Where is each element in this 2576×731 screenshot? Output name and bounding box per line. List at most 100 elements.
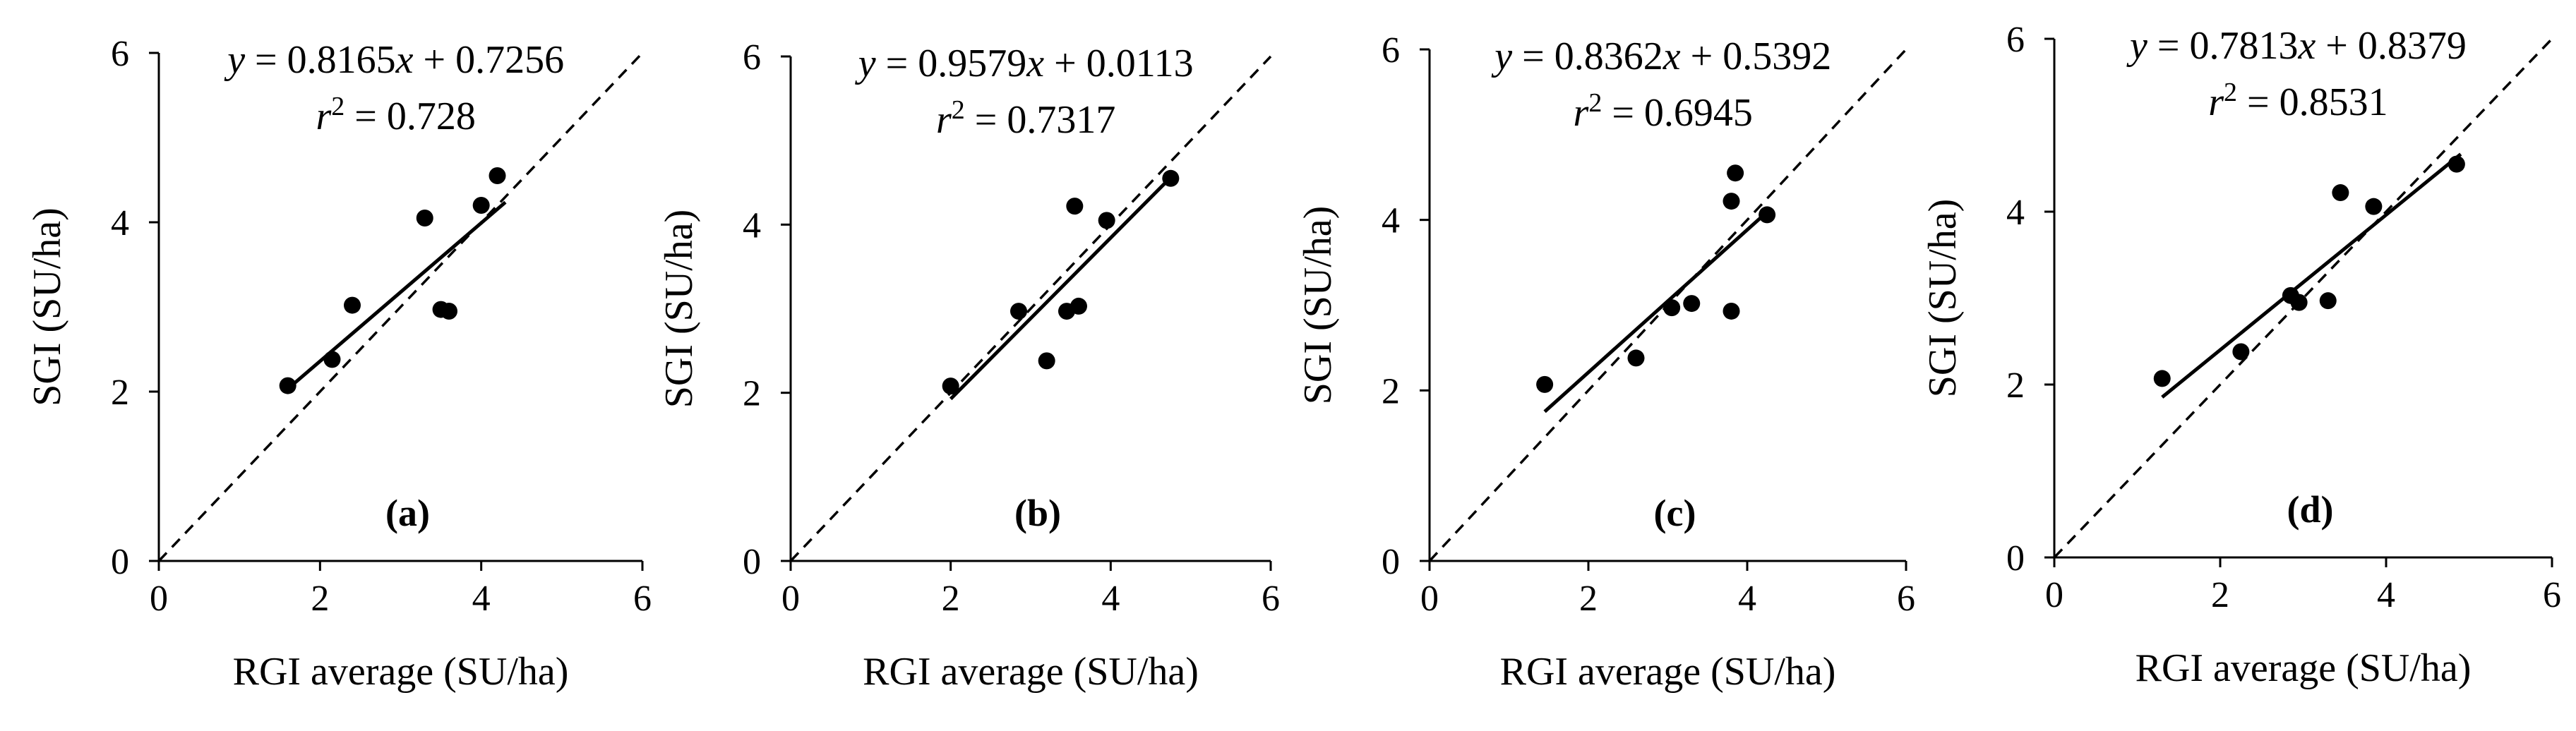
data-point bbox=[441, 303, 457, 320]
x-axis-title: RGI average (SU/ha) bbox=[233, 650, 569, 694]
chart-panel-c: 0 2 4 6 0 2 4 6 RGI average (SU/ha) SGI (SU/ha) y … bbox=[1296, 30, 1915, 694]
x-tick-label: 2 bbox=[311, 579, 329, 619]
x-tick-label: 6 bbox=[2543, 575, 2561, 615]
r-superscript: 2 bbox=[2224, 78, 2237, 107]
data-point bbox=[489, 167, 506, 184]
equation-coef: 0.8165 bbox=[287, 38, 396, 82]
identity-line bbox=[2053, 37, 2553, 559]
y-tick-label: 0 bbox=[1382, 542, 1400, 582]
y-tick-label: 4 bbox=[2006, 193, 2025, 233]
r-squared: r2 = 0.8531 bbox=[2208, 78, 2388, 124]
data-point bbox=[2332, 184, 2349, 202]
equation-var: x bbox=[2297, 24, 2316, 68]
equation-lhs: y bbox=[2126, 24, 2147, 68]
y-tick-label: 4 bbox=[1382, 201, 1400, 241]
equation-lhs: y bbox=[855, 42, 876, 85]
equation-intercept: 0.8379 bbox=[2358, 24, 2467, 68]
x-tick-label: 0 bbox=[781, 579, 800, 619]
data-point bbox=[1727, 164, 1744, 182]
y-tick-label: 2 bbox=[1382, 371, 1400, 411]
equation-var: x bbox=[395, 38, 414, 82]
y-tick-label: 2 bbox=[743, 374, 761, 414]
x-axis-title: RGI average (SU/ha) bbox=[1500, 650, 1836, 694]
equation-intercept: 0.5392 bbox=[1723, 35, 1831, 78]
y-tick-label: 4 bbox=[111, 203, 129, 243]
equation-coef: 0.8362 bbox=[1554, 35, 1663, 78]
x-tick-label: 0 bbox=[150, 579, 168, 619]
x-tick-label: 2 bbox=[2211, 575, 2229, 615]
y-tick-label: 6 bbox=[1382, 30, 1400, 71]
data-point bbox=[1663, 299, 1681, 317]
regression-equation: y = 0.8165x + 0.7256 bbox=[224, 38, 564, 82]
x-tick-label: 0 bbox=[1420, 579, 1439, 619]
x-tick-label: 4 bbox=[472, 579, 491, 619]
y-axis-title: SGI (SU/ha) bbox=[1296, 206, 1340, 405]
chart-panel-d: 0 2 4 6 0 2 4 6 RGI average (SU/ha) SGI (SU/ha) y … bbox=[1921, 20, 2561, 690]
panel-label: (a) bbox=[385, 492, 430, 534]
panel-label: (d) bbox=[2287, 488, 2334, 531]
data-point bbox=[416, 210, 433, 226]
data-point bbox=[2290, 294, 2308, 311]
regression-equation: y = 0.8362x + 0.5392 bbox=[1491, 35, 1831, 78]
data-point bbox=[942, 377, 959, 395]
data-point bbox=[1098, 212, 1115, 229]
y-axis-title: SGI (SU/ha) bbox=[657, 210, 701, 409]
r-value: = 0.7317 bbox=[965, 98, 1116, 142]
r-symbol: r bbox=[1574, 91, 1589, 135]
regression-line bbox=[949, 176, 1173, 401]
data-point bbox=[1723, 193, 1740, 210]
y-tick-label: 6 bbox=[743, 37, 761, 78]
data-point bbox=[2319, 292, 2337, 310]
equation-coef: 0.7813 bbox=[2189, 24, 2298, 68]
regression-line bbox=[1543, 214, 1765, 413]
identity-line bbox=[157, 52, 644, 562]
equation-var: x bbox=[1663, 35, 1681, 78]
panel-label: (c) bbox=[1654, 492, 1696, 534]
y-tick-label: 6 bbox=[111, 34, 129, 74]
data-point bbox=[279, 377, 296, 394]
y-tick-label: 0 bbox=[2006, 538, 2025, 579]
r-value: = 0.6945 bbox=[1602, 91, 1753, 135]
identity-line bbox=[789, 55, 1272, 562]
y-tick-label: 4 bbox=[743, 205, 761, 246]
equation-intercept: 0.7256 bbox=[455, 38, 564, 82]
data-point bbox=[1723, 302, 1740, 320]
regression-equation: y = 0.9579x + 0.0113 bbox=[855, 42, 1194, 85]
y-tick-label: 2 bbox=[111, 373, 129, 413]
y-axis-title: SGI (SU/ha) bbox=[1921, 199, 1965, 398]
data-point bbox=[1066, 198, 1084, 215]
r-superscript: 2 bbox=[331, 92, 345, 121]
data-point bbox=[323, 351, 341, 368]
equation-intercept: 0.0113 bbox=[1086, 42, 1194, 85]
x-tick-label: 6 bbox=[1262, 579, 1280, 619]
x-axis-title: RGI average (SU/ha) bbox=[2135, 646, 2472, 690]
panel-label: (b) bbox=[1014, 492, 1061, 534]
r-superscript: 2 bbox=[952, 95, 965, 125]
x-tick-label: 2 bbox=[1579, 579, 1598, 619]
data-point bbox=[1162, 169, 1180, 187]
data-point bbox=[1038, 352, 1055, 370]
r-value: = 0.8531 bbox=[2237, 80, 2388, 124]
x-tick-label: 6 bbox=[1897, 579, 1915, 619]
r-symbol: r bbox=[2208, 80, 2224, 124]
data-point bbox=[344, 296, 361, 314]
r-symbol: r bbox=[316, 95, 331, 138]
data-point bbox=[1759, 206, 1776, 224]
equation-lhs: y bbox=[1491, 35, 1512, 78]
data-point bbox=[1683, 295, 1701, 313]
regression-line bbox=[2161, 152, 2462, 399]
x-tick-label: 4 bbox=[1101, 579, 1120, 619]
data-point bbox=[1536, 375, 1554, 393]
data-point bbox=[2365, 198, 2383, 215]
y-tick-label: 0 bbox=[743, 542, 761, 582]
data-point bbox=[1627, 349, 1645, 367]
data-point bbox=[2448, 155, 2465, 173]
chart-panel-b: 0 2 4 6 0 2 4 6 RGI average (SU/ha) SGI (SU/ha) y … bbox=[657, 37, 1280, 694]
data-point bbox=[472, 197, 490, 214]
regression-line bbox=[287, 200, 507, 391]
equation-lhs: y bbox=[224, 38, 245, 82]
equation-coef: 0.9579 bbox=[918, 42, 1026, 85]
r-squared: r2 = 0.6945 bbox=[1574, 88, 1753, 135]
